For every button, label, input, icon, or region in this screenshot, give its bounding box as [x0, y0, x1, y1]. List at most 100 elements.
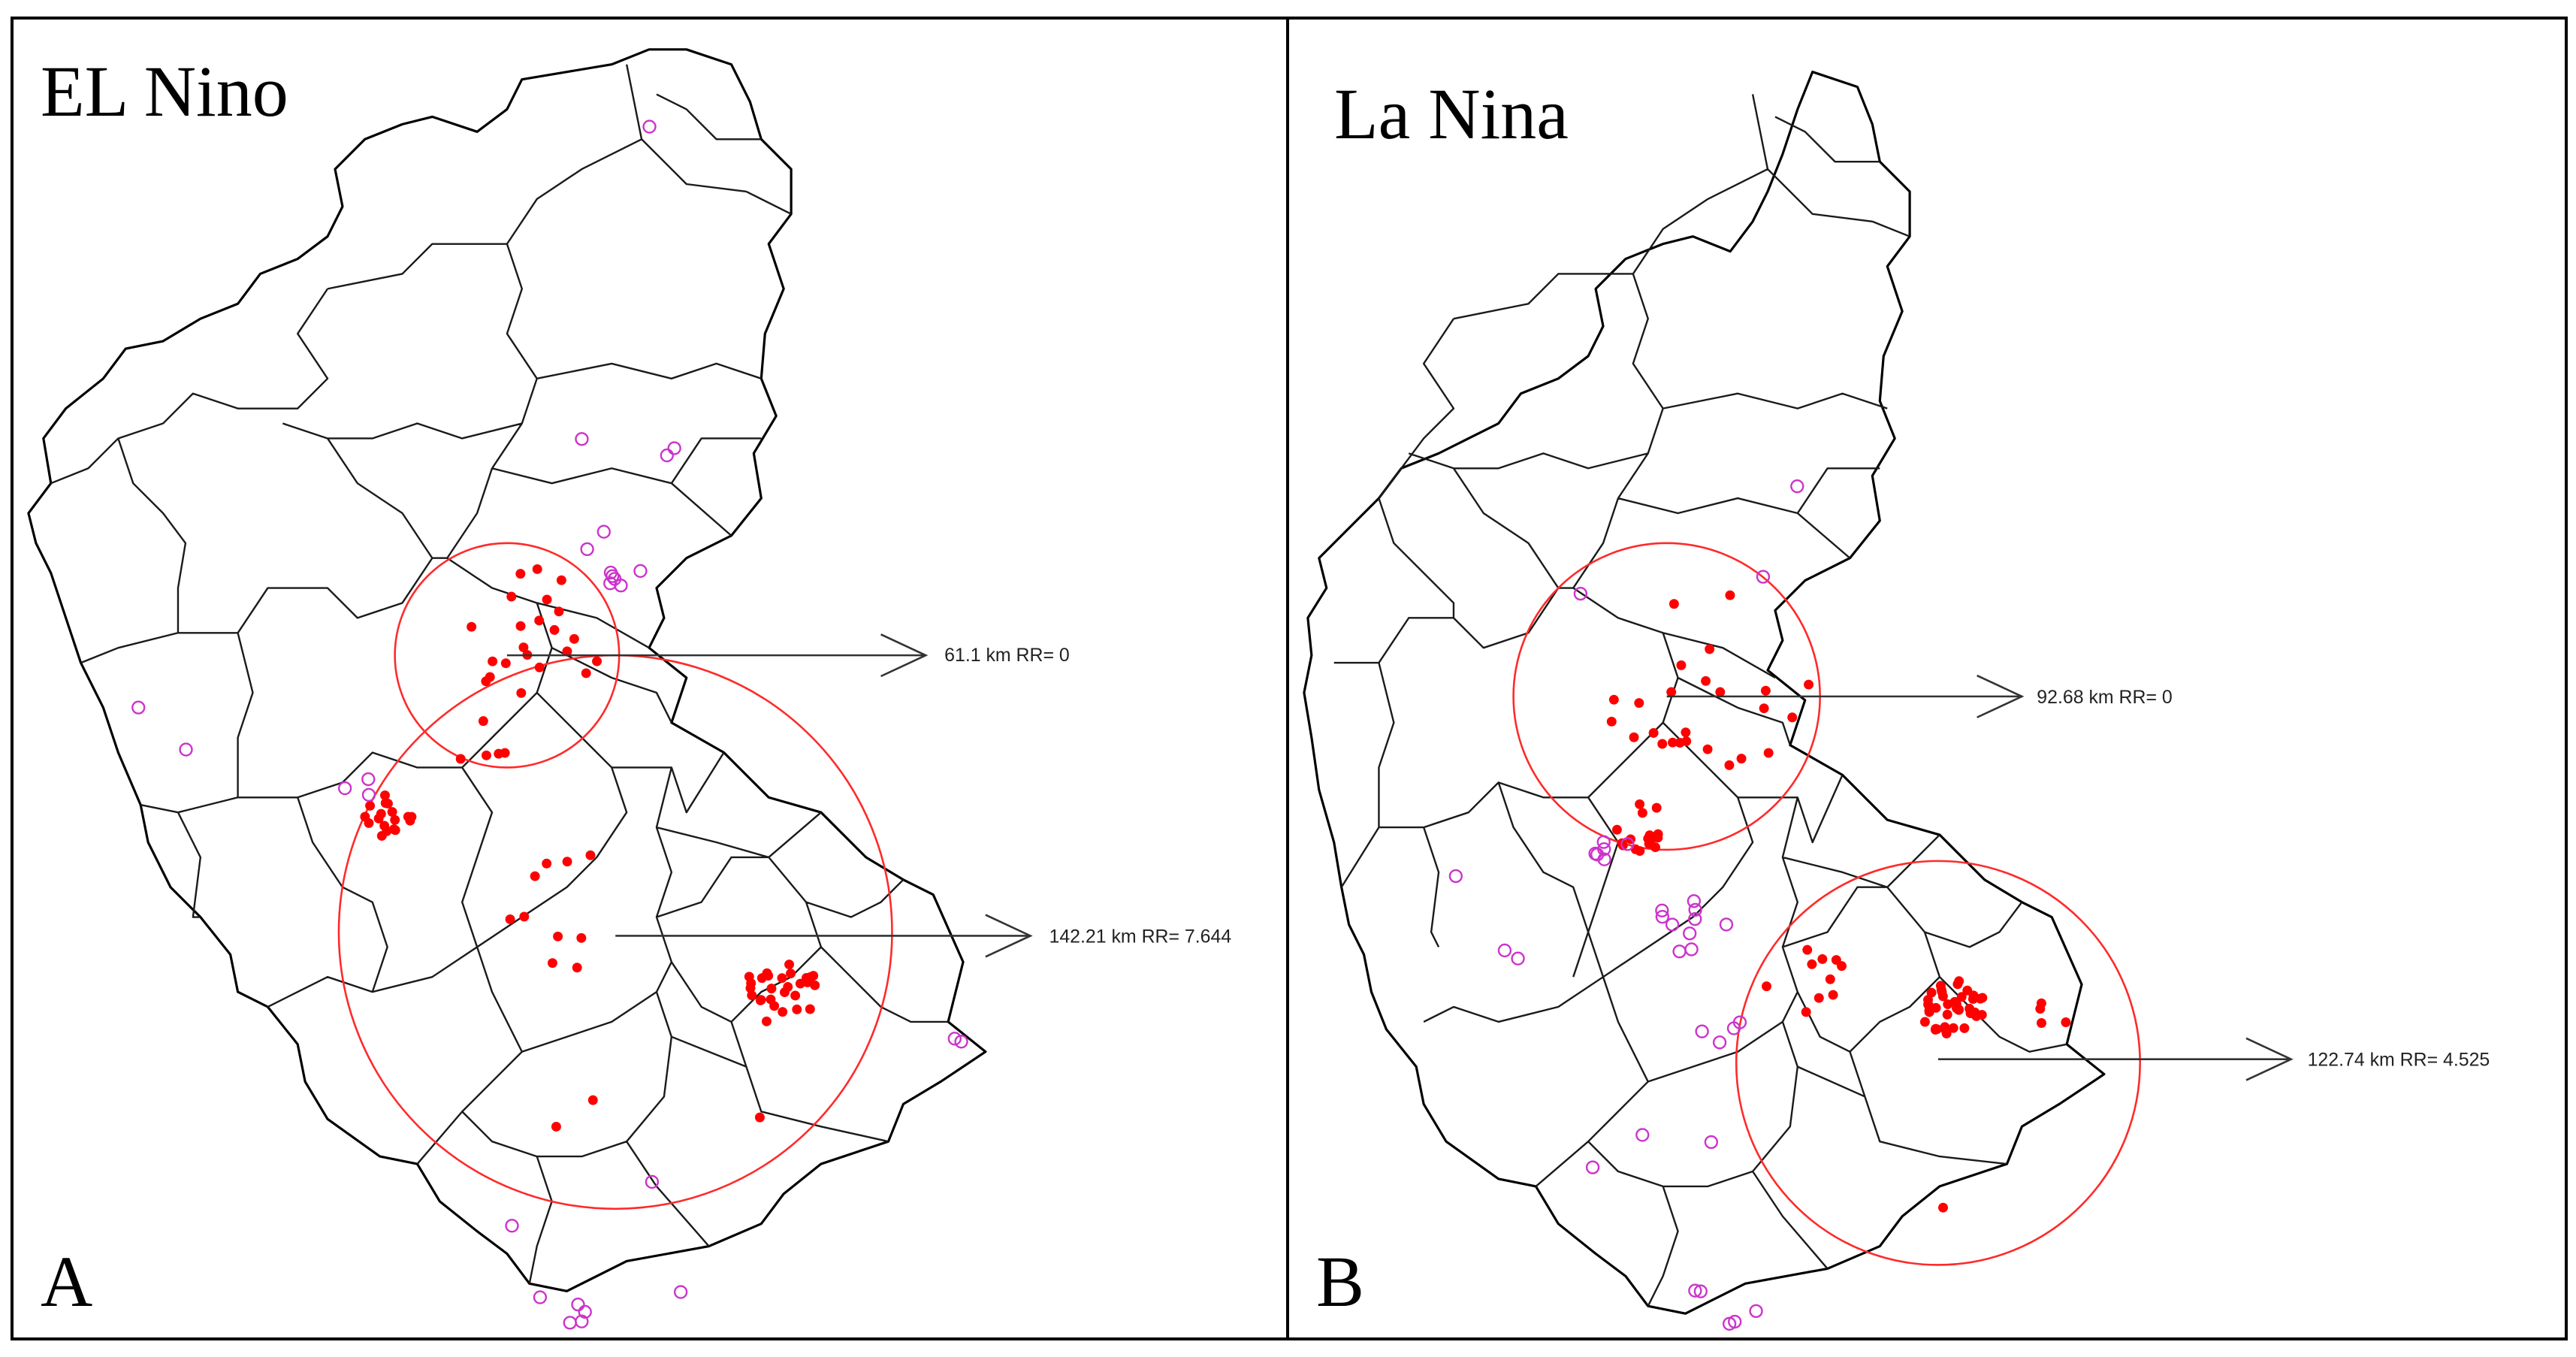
non-case-point	[533, 1290, 548, 1304]
cluster-circle-south	[1735, 860, 2141, 1266]
case-point	[488, 656, 498, 666]
non-case-point	[1719, 917, 1734, 932]
non-case-point	[580, 542, 594, 557]
case-point	[481, 750, 491, 760]
non-case-point	[1693, 1284, 1708, 1298]
case-point	[1825, 974, 1835, 984]
case-point	[505, 914, 515, 924]
non-case-point	[563, 1316, 577, 1330]
case-point	[1942, 1009, 1952, 1020]
case-point	[1762, 981, 1771, 992]
case-point	[518, 642, 529, 653]
panel-letter: A	[41, 1241, 93, 1322]
case-point	[1635, 799, 1645, 809]
case-point	[1701, 675, 1711, 686]
case-point	[1935, 981, 1946, 991]
case-point	[554, 606, 564, 617]
case-point	[755, 995, 766, 1005]
panel-title: EL Nino	[41, 51, 288, 131]
cluster-arrow-2	[1937, 1037, 2294, 1081]
case-point	[1736, 754, 1747, 764]
case-point	[1970, 1007, 1980, 1017]
non-case-point	[1749, 1304, 1763, 1319]
case-point	[387, 807, 397, 818]
case-point	[382, 798, 393, 808]
district-map	[1303, 71, 2106, 1315]
non-case-point	[505, 1219, 519, 1233]
case-point	[1837, 961, 1847, 972]
case-point	[1668, 737, 1678, 748]
case-point	[581, 668, 591, 678]
case-point	[585, 850, 596, 860]
case-point	[562, 857, 572, 867]
case-point	[365, 800, 376, 811]
panel-el-nino: 61.1 km RR= 0 142.21 km RR= 7.644 EL Nin…	[11, 17, 1294, 1340]
case-point	[1705, 644, 1715, 654]
case-point	[2061, 1017, 2071, 1027]
case-point	[562, 646, 572, 657]
non-case-point	[673, 1285, 688, 1299]
case-point	[1715, 687, 1726, 697]
case-point	[1817, 954, 1828, 964]
case-point	[405, 815, 415, 826]
case-point	[1675, 738, 1685, 748]
case-point	[1948, 1023, 1958, 1033]
map-el-nino: 61.1 km RR= 0 142.21 km RR= 7.644	[27, 48, 1231, 1330]
non-case-point	[645, 1174, 660, 1189]
non-case-point	[179, 742, 193, 757]
case-point	[777, 973, 787, 984]
cluster-circle-large	[337, 654, 893, 1210]
non-case-point	[667, 441, 681, 455]
case-point	[2037, 1018, 2046, 1028]
case-point	[379, 821, 390, 831]
non-case-point	[1585, 1160, 1600, 1174]
non-case-point	[1728, 1314, 1742, 1329]
case-point	[1787, 712, 1798, 723]
case-point	[766, 984, 777, 994]
cluster-label-1: 61.1 km RR= 0	[944, 645, 1070, 666]
panel-la-nina: 92.68 km RR= 0 122.74 km RR= 4.525 La Ni…	[1286, 17, 2568, 1340]
case-point	[1634, 698, 1644, 709]
case-point	[542, 858, 552, 869]
non-case-point	[1655, 909, 1670, 924]
case-point	[569, 633, 579, 644]
case-point	[556, 575, 566, 585]
case-point	[494, 748, 504, 759]
case-point	[754, 1112, 765, 1123]
case-point	[587, 1095, 598, 1105]
case-point	[792, 1004, 802, 1014]
district-boundaries	[1333, 94, 2067, 1307]
case-point	[745, 983, 756, 993]
case-point	[515, 569, 526, 579]
non-case-point	[1756, 570, 1771, 584]
case-point	[1804, 679, 1814, 690]
case-point	[1724, 760, 1735, 770]
case-point	[530, 871, 540, 881]
case-point	[1977, 993, 1988, 1003]
case-point	[373, 813, 384, 824]
case-point	[549, 624, 560, 635]
non-case-point	[571, 1297, 585, 1312]
non-case-point	[1688, 911, 1702, 926]
non-case-point	[575, 432, 589, 446]
case-point	[534, 615, 545, 626]
non-case-point	[1635, 1128, 1650, 1142]
case-point	[390, 815, 400, 825]
non-case-point	[337, 781, 352, 796]
non-case-point	[1511, 951, 1525, 966]
case-point	[1608, 694, 1619, 705]
non-case-point	[1620, 837, 1635, 851]
cluster-arrow-2	[615, 914, 1033, 958]
case-point	[1630, 844, 1641, 854]
case-point	[364, 818, 374, 828]
cluster-arrow-1	[506, 633, 929, 678]
case-point	[1802, 944, 1813, 955]
case-point	[802, 977, 813, 987]
case-point	[1949, 996, 1960, 1007]
state-outline	[27, 48, 987, 1292]
case-point	[2036, 998, 2046, 1008]
case-point	[1669, 599, 1679, 609]
case-point	[390, 825, 400, 836]
non-case-point	[660, 448, 674, 463]
non-case-point	[1712, 1035, 1727, 1050]
